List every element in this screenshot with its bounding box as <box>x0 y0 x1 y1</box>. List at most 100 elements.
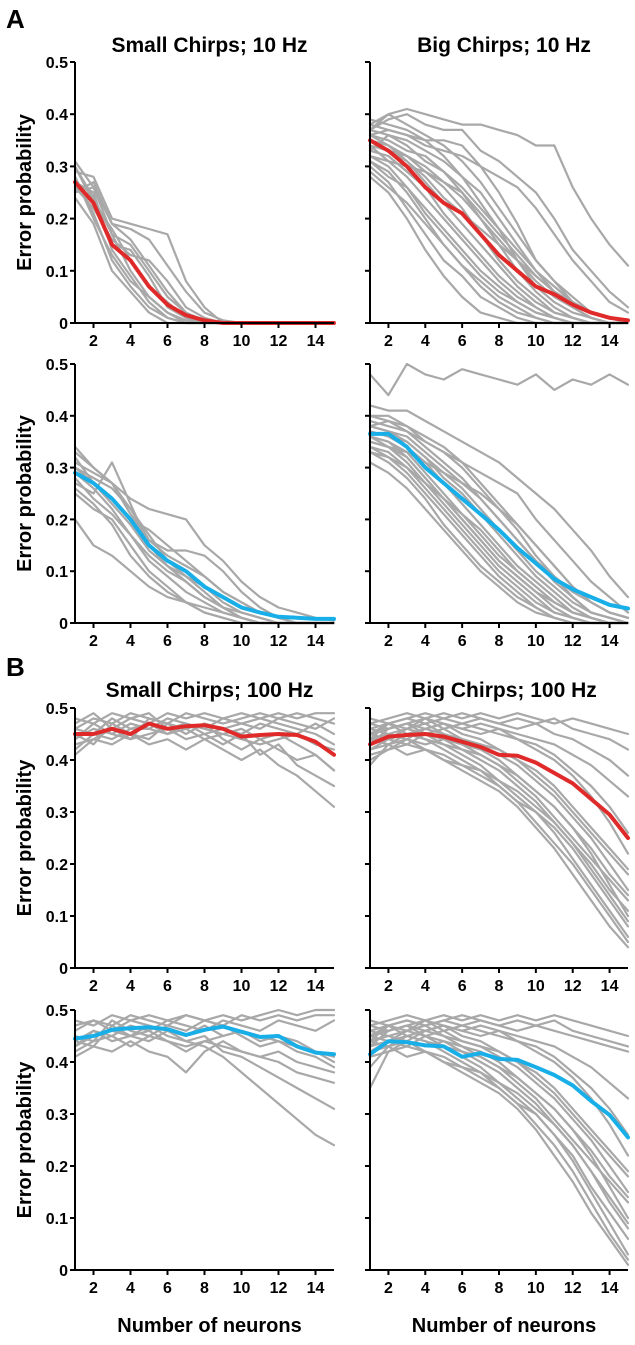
individual-trace <box>368 1019 630 1100</box>
x-tick-label: 2 <box>384 978 393 995</box>
individual-trace <box>368 461 630 625</box>
y-tick-label: 0 <box>59 316 68 333</box>
x-tick-label: 10 <box>233 1280 251 1297</box>
mean-trace <box>368 1039 630 1140</box>
x-tick-label: 2 <box>89 633 98 650</box>
y-axis-label: Error probability <box>14 113 36 271</box>
x-tick-label: 12 <box>270 633 288 650</box>
plot-a-small-chirps-10hz-bottom: 0 0.1 0.2 0.3 0.4 0.5 2 4 6 8 10 12 14 Error probabil… <box>14 357 336 650</box>
individual-trace <box>73 717 336 772</box>
x-tick-label: 4 <box>421 633 430 650</box>
y-tick-label: 0 <box>59 616 68 633</box>
x-tick-label: 6 <box>458 333 467 350</box>
y-tick-label: 0.3 <box>46 159 68 176</box>
x-tick-label: 12 <box>270 333 288 350</box>
x-tick-label: 4 <box>126 978 135 995</box>
x-tick-label: 14 <box>601 978 619 995</box>
chart-title: Big Chirps; 10 Hz <box>417 34 591 57</box>
panel-letter-b: B <box>6 652 25 682</box>
x-tick-label: 14 <box>307 333 325 350</box>
individual-trace <box>368 160 630 325</box>
x-tick-label: 14 <box>307 978 325 995</box>
plot-b-big-chirps-100hz-top: Big Chirps; 100 Hz 2 4 6 8 10 12 14 <box>365 679 630 995</box>
x-tick-label: 2 <box>384 633 393 650</box>
x-axis-label: Number of neurons <box>412 1315 596 1337</box>
individual-trace <box>368 1034 630 1261</box>
x-tick-label: 14 <box>307 1280 325 1297</box>
x-tick-label: 8 <box>200 1280 209 1297</box>
chart-title: Small Chirps; 10 Hz <box>111 34 307 57</box>
y-tick-label: 0.2 <box>46 512 68 529</box>
x-tick-label: 10 <box>527 633 545 650</box>
individual-trace <box>368 1029 630 1220</box>
y-axis-label: Error probability <box>14 1061 36 1219</box>
x-tick-label: 6 <box>458 633 467 650</box>
y-tick-label: 0.4 <box>46 409 68 426</box>
mean-trace <box>73 470 336 621</box>
x-tick-label: 6 <box>163 633 172 650</box>
individual-trace <box>73 445 336 622</box>
individual-trace <box>73 175 336 325</box>
y-tick-label: 0.3 <box>46 805 68 822</box>
x-tick-label: 8 <box>495 978 504 995</box>
individual-trace <box>368 722 630 871</box>
individual-trace <box>368 404 630 599</box>
y-tick-label: 0.5 <box>46 1003 68 1020</box>
individual-trace <box>368 160 630 325</box>
x-tick-label: 12 <box>564 633 582 650</box>
individual-trace <box>73 196 336 325</box>
individual-trace <box>73 175 336 325</box>
individual-trace <box>368 1014 630 1048</box>
y-tick-label: 0 <box>59 1263 68 1280</box>
individual-trace <box>368 1019 630 1136</box>
individual-trace <box>73 712 336 730</box>
individual-trace <box>73 1008 336 1027</box>
individual-trace <box>368 738 630 949</box>
x-tick-label: 4 <box>421 333 430 350</box>
individual-trace <box>368 1014 630 1038</box>
x-tick-label: 10 <box>233 978 251 995</box>
individual-trace <box>368 712 630 736</box>
x-tick-label: 6 <box>163 1280 172 1297</box>
individual-trace <box>368 425 630 625</box>
chart-title: Big Chirps; 100 Hz <box>411 679 597 702</box>
mean-trace <box>368 431 630 611</box>
individual-trace <box>73 471 336 625</box>
x-tick-label: 10 <box>233 633 251 650</box>
individual-trace <box>73 1040 336 1074</box>
individual-trace <box>368 1034 630 1256</box>
x-tick-label: 8 <box>495 333 504 350</box>
mean-trace <box>73 1024 336 1057</box>
y-tick-label: 0.3 <box>46 461 68 478</box>
individual-trace <box>368 107 630 267</box>
x-tick-label: 12 <box>564 333 582 350</box>
plot-a-big-chirps-10hz-bottom: 2 4 6 8 10 12 14 <box>365 362 630 650</box>
individual-trace <box>368 154 630 325</box>
individual-trace <box>73 518 336 625</box>
plot-b-small-chirps-100hz-top: Small Chirps; 100 Hz 0 0.1 0.2 0.3 0.4 0.5 2 4 6 8… <box>14 679 336 995</box>
individual-trace <box>73 732 336 808</box>
x-tick-label: 2 <box>89 1280 98 1297</box>
x-tick-label: 4 <box>126 633 135 650</box>
y-tick-label: 0.4 <box>46 753 68 770</box>
individual-trace <box>368 732 630 897</box>
individual-trace <box>73 451 336 625</box>
plot-a-big-chirps-10hz-top: Big Chirps; 10 Hz 2 4 6 8 10 12 14 <box>365 34 630 350</box>
individual-trace <box>368 419 630 625</box>
x-tick-label: 10 <box>527 978 545 995</box>
y-axis-label: Error probability <box>14 759 36 917</box>
y-tick-label: 0.1 <box>46 1211 68 1228</box>
individual-trace <box>368 1024 630 1173</box>
x-tick-label: 2 <box>384 333 393 350</box>
individual-trace <box>368 1024 630 1194</box>
y-tick-label: 0.5 <box>46 357 68 374</box>
individual-trace <box>368 128 630 325</box>
y-tick-label: 0.1 <box>46 564 68 581</box>
individual-trace <box>73 1034 336 1084</box>
individual-trace <box>73 186 336 325</box>
individual-trace <box>368 435 630 625</box>
individual-trace <box>73 186 336 325</box>
x-axis-label: Number of neurons <box>117 1315 301 1337</box>
x-tick-label: 6 <box>458 1280 467 1297</box>
